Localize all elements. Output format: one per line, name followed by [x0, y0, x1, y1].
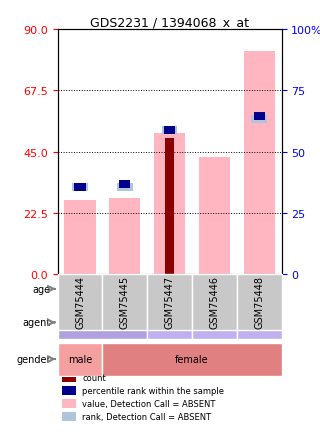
Text: dexameth
asone: dexameth asone — [150, 313, 189, 332]
Text: 15 m: 15 m — [223, 284, 251, 294]
Bar — [72, 183, 88, 191]
Text: GSM75444: GSM75444 — [75, 276, 85, 329]
Bar — [117, 183, 132, 191]
Text: percentile rank within the sample: percentile rank within the sample — [82, 386, 224, 395]
Bar — [253, 113, 265, 121]
Text: value, Detection Call = ABSENT: value, Detection Call = ABSENT — [82, 399, 216, 408]
Bar — [62, 412, 76, 421]
FancyBboxPatch shape — [58, 343, 102, 376]
Text: GSM75446: GSM75446 — [209, 276, 220, 329]
Text: GSM75445: GSM75445 — [120, 276, 130, 329]
Bar — [164, 126, 175, 135]
Bar — [62, 387, 76, 395]
Text: untreated: untreated — [84, 318, 121, 327]
Bar — [199, 158, 230, 274]
Text: GSM75447: GSM75447 — [164, 276, 175, 329]
FancyBboxPatch shape — [192, 274, 237, 330]
Text: dexameth
asone: dexameth asone — [240, 313, 278, 332]
Bar — [64, 201, 96, 274]
Text: 3 m: 3 m — [114, 284, 135, 294]
FancyBboxPatch shape — [102, 343, 282, 376]
FancyBboxPatch shape — [58, 306, 147, 339]
Text: rank, Detection Call = ABSENT: rank, Detection Call = ABSENT — [82, 412, 212, 421]
Bar — [162, 126, 177, 135]
FancyBboxPatch shape — [147, 274, 192, 330]
FancyBboxPatch shape — [58, 274, 102, 330]
FancyBboxPatch shape — [237, 274, 282, 330]
Text: female: female — [175, 354, 209, 364]
Bar — [244, 52, 275, 274]
Text: GSM75448: GSM75448 — [254, 276, 264, 329]
Text: untreat
ed: untreat ed — [200, 313, 229, 332]
FancyBboxPatch shape — [102, 274, 147, 330]
Text: count: count — [82, 373, 106, 382]
Bar — [165, 138, 174, 274]
FancyBboxPatch shape — [192, 306, 237, 339]
FancyBboxPatch shape — [58, 276, 192, 303]
Text: gender: gender — [16, 354, 51, 364]
Text: age: age — [33, 284, 51, 294]
Text: agent: agent — [23, 318, 51, 328]
Bar — [119, 181, 131, 189]
FancyBboxPatch shape — [192, 276, 282, 303]
Bar — [62, 399, 76, 408]
Bar — [62, 374, 76, 382]
Bar — [109, 198, 140, 274]
Bar — [252, 115, 267, 124]
Bar — [154, 133, 185, 274]
FancyBboxPatch shape — [147, 306, 192, 339]
Bar — [75, 183, 86, 191]
Text: male: male — [68, 354, 92, 364]
Title: GDS2231 / 1394068_x_at: GDS2231 / 1394068_x_at — [90, 16, 249, 29]
FancyBboxPatch shape — [237, 306, 282, 339]
